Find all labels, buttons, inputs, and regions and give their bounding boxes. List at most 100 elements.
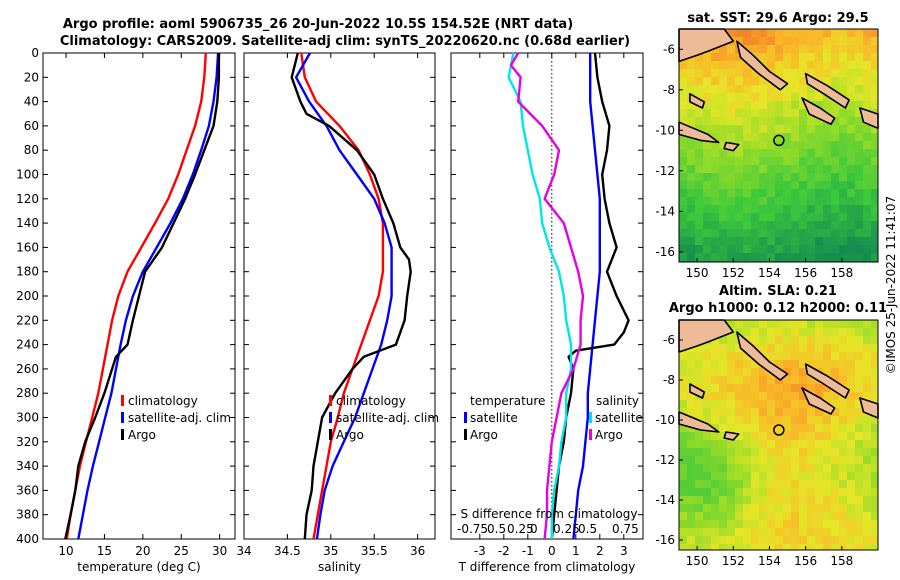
sst_map-cell (775, 197, 783, 205)
sst_map-cell (823, 37, 831, 45)
sla_map-cell (679, 472, 687, 480)
sla_map-cell (831, 400, 839, 408)
sla_map-cell (759, 328, 767, 336)
sst_map-cell (823, 173, 831, 181)
sla_map-cell (695, 344, 703, 352)
sla_map-cell (767, 536, 775, 544)
sla_map-cell (791, 344, 799, 352)
sla_map-cell (831, 512, 839, 520)
sla_map-cell (823, 368, 831, 376)
sst_map-cell (839, 77, 847, 85)
sla_map-cell (767, 352, 775, 360)
sla_map-cell (815, 480, 823, 488)
sst_map-cell (831, 237, 839, 245)
sla_map-cell (735, 344, 743, 352)
sla_map-cell (775, 392, 783, 400)
sla_map-cell (703, 384, 711, 392)
differences-series-temperature-satellite (572, 53, 601, 540)
sst_map-cell (791, 165, 799, 173)
sst_map-cell (783, 165, 791, 173)
sst_map-cell (783, 133, 791, 141)
sst_map-cell (695, 157, 703, 165)
sst_map-cell (799, 165, 807, 173)
temperature-xtick-label: 20 (135, 544, 150, 558)
sla_map-cell (775, 472, 783, 480)
sst_map-cell (679, 117, 687, 125)
sla_map-cell (799, 376, 807, 384)
sst_map-cell (807, 189, 815, 197)
sst_map-cell (791, 157, 799, 165)
sla_map-cell (751, 496, 759, 504)
sst_map-cell (871, 157, 878, 165)
sla_map-cell (831, 352, 839, 360)
sst_map-cell (735, 101, 743, 109)
sst_map-cell (823, 221, 831, 229)
sla_map-cell (791, 400, 799, 408)
sst_map-cell (783, 229, 791, 237)
sst_map-cell (847, 253, 855, 261)
sst_map-cell (847, 237, 855, 245)
sst_map-cell (863, 197, 871, 205)
sla_map-cell (719, 488, 727, 496)
sla_map-cell (727, 456, 735, 464)
sst_map-cell (735, 181, 743, 189)
sla_map-cell (831, 416, 839, 424)
sla_map-cell (727, 472, 735, 480)
sst_map-cell (871, 29, 878, 37)
sla_map-cell (871, 416, 878, 424)
sst_map-land (804, 72, 850, 109)
sst_map-cell (807, 141, 815, 149)
sla_map-cell (807, 344, 815, 352)
sst_map-cell (703, 205, 711, 213)
sst_map-cell (703, 141, 711, 149)
sst_map-ytick-label: -16 (655, 245, 675, 259)
sst_map-cell (839, 181, 847, 189)
sla_map-cell (767, 344, 775, 352)
sst_map-cell (751, 229, 759, 237)
sla_map-cell (695, 496, 703, 504)
sst_map-cell (687, 221, 695, 229)
sla_map-field (679, 320, 878, 550)
sla_map-cell (767, 496, 775, 504)
sla_map-land (723, 431, 740, 441)
sst_map-cell (839, 37, 847, 45)
sst_map-cell (695, 77, 703, 85)
sla_map-cell (767, 448, 775, 456)
sst_map-cell (687, 109, 695, 117)
sla_map-cell (863, 504, 871, 512)
sst_map-cell (783, 117, 791, 125)
sla_map-cell (783, 320, 791, 328)
sla_map-cell (815, 424, 823, 432)
sst_map-cell (847, 45, 855, 53)
sla_map-cell (711, 408, 719, 416)
salinity-legend-swatch (329, 412, 332, 423)
sst_map-cell (751, 141, 759, 149)
temperature-ytick-label: 60 (24, 119, 39, 133)
sla_map-cell (783, 400, 791, 408)
salinity-series-climatology (300, 52, 385, 540)
sst_map-cell (719, 165, 727, 173)
sla_map-cell (695, 352, 703, 360)
sst_map-cell (783, 85, 791, 93)
sla_map-cell (743, 384, 751, 392)
sla_map-cell (735, 432, 743, 440)
sla_map-cell (695, 472, 703, 480)
sst_map-cell (783, 109, 791, 117)
sst_map-cell (703, 77, 711, 85)
sst_map-cell (775, 205, 783, 213)
sst_map-cell (791, 205, 799, 213)
sla_map-cell (839, 536, 847, 544)
sst_map-cell (847, 101, 855, 109)
sla_map-cell (839, 520, 847, 528)
sla_map-cell (695, 432, 703, 440)
sla_map-cell (831, 456, 839, 464)
sst_map-ytick-label: -14 (655, 204, 675, 218)
sst_map-cell (815, 229, 823, 237)
sla_map-cell (815, 456, 823, 464)
sla_map-cell (727, 448, 735, 456)
sla_map-cell (735, 424, 743, 432)
sla_map-cell (711, 416, 719, 424)
sst_map-cell (711, 93, 719, 101)
sla_map-cell (855, 336, 863, 344)
